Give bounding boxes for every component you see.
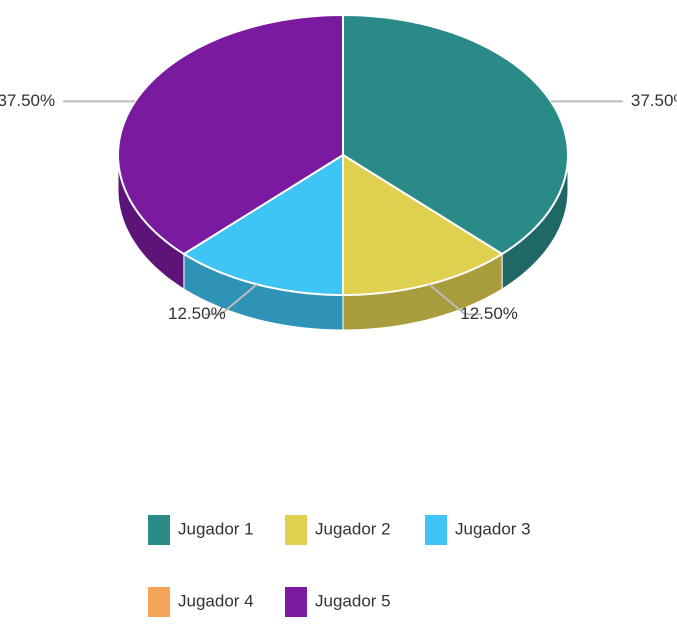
legend-label: Jugador 3 xyxy=(455,519,531,538)
data-label: 37.50% xyxy=(631,91,677,110)
legend-swatch xyxy=(148,515,170,545)
data-label: 12.50% xyxy=(460,304,518,323)
data-label: 12.50% xyxy=(168,304,226,323)
data-label: 37.50% xyxy=(0,91,55,110)
legend-label: Jugador 1 xyxy=(178,519,254,538)
legend-swatch xyxy=(285,587,307,617)
legend-label: Jugador 5 xyxy=(315,591,391,610)
leader-line xyxy=(204,283,258,316)
leader-line xyxy=(428,283,482,316)
legend-swatch xyxy=(148,587,170,617)
legend-label: Jugador 4 xyxy=(178,591,254,610)
legend-swatch xyxy=(425,515,447,545)
legend-swatch xyxy=(285,515,307,545)
legend-label: Jugador 2 xyxy=(315,519,391,538)
